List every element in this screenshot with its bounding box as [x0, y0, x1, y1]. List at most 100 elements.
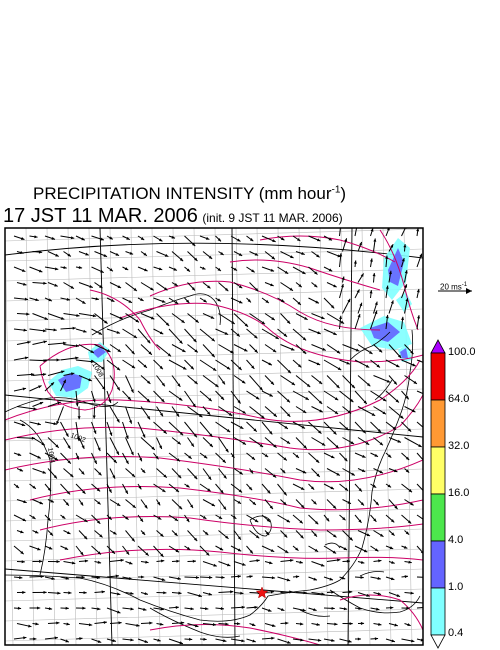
wind-arrow: [29, 297, 39, 302]
wind-arrow: [199, 545, 210, 556]
wind-arrow: [292, 328, 307, 341]
wind-arrow: [370, 310, 378, 330]
wind-arrow: [137, 359, 148, 369]
wind-arrow: [47, 251, 59, 257]
wind-arrow: [47, 370, 65, 376]
wind-arrow: [106, 390, 112, 404]
wind-arrow: [13, 297, 29, 301]
wind-arrow: [44, 514, 51, 522]
wind-arrow: [404, 406, 416, 413]
wind-arrow: [373, 437, 384, 446]
wind-arrow: [94, 560, 102, 564]
wind-arrow: [16, 372, 35, 377]
wind-arrow: [277, 266, 289, 275]
wind-arrow: [153, 545, 164, 558]
wind-arrow: [215, 390, 225, 401]
wind-arrow: [385, 514, 395, 523]
wind-arrow: [339, 253, 343, 268]
wind-arrow: [388, 375, 398, 385]
wind-arrow: [311, 592, 325, 596]
wind-arrow: [357, 344, 373, 355]
wind-arrow: [370, 452, 379, 458]
wind-arrow: [60, 326, 76, 330]
wind-arrow: [140, 437, 156, 451]
wind-arrow: [199, 483, 211, 492]
wind-arrow: [168, 576, 181, 581]
wind-arrow: [91, 328, 103, 335]
colorbar-segment: [430, 446, 446, 495]
wind-arrow: [32, 437, 46, 446]
wind-arrow: [168, 638, 184, 645]
wind-arrow: [78, 530, 88, 540]
wind-arrow: [60, 379, 67, 392]
wind-arrow: [13, 576, 23, 580]
wind-arrow: [122, 328, 138, 339]
wind-arrow: [233, 251, 243, 257]
wind-arrow: [199, 235, 210, 240]
wind-arrow: [63, 591, 72, 595]
wind-arrow: [342, 559, 351, 563]
wind-arrow: [171, 344, 186, 353]
wind-arrow: [401, 284, 408, 299]
wind-arrow: [78, 623, 93, 627]
wind-arrow: [153, 514, 162, 520]
wind-arrow: [323, 297, 335, 309]
wind-arrow: [323, 235, 333, 241]
wind-arrow: [171, 499, 183, 510]
colorbar-label-04: 0.4: [448, 627, 464, 639]
wind-arrow: [249, 559, 260, 563]
wind-arrow: [218, 282, 229, 292]
wind-arrow: [369, 258, 373, 268]
wind-arrow: [404, 591, 414, 595]
wind-arrow: [156, 251, 169, 257]
valid-time: 17 JST 11 MAR. 2006: [3, 205, 198, 227]
wind-arrow: [230, 545, 242, 552]
wind-arrow: [308, 452, 320, 464]
wind-arrow: [125, 623, 140, 627]
wind-arrow: [125, 591, 134, 595]
wind-arrow: [13, 514, 27, 522]
wind-arrow: [342, 437, 355, 445]
wind-arrow: [75, 452, 80, 460]
wind-arrow: [295, 499, 305, 509]
wind-arrow: [94, 530, 103, 538]
wind-arrow: [323, 359, 342, 371]
wind-arrow: [63, 530, 71, 535]
wind-arrow: [75, 637, 83, 641]
precipitation-areas: [48, 238, 412, 398]
wind-arrow: [264, 561, 273, 565]
wind-arrow: [106, 483, 112, 493]
wind-arrow: [47, 621, 60, 625]
wind-arrow: [308, 390, 323, 405]
wind-arrow: [109, 406, 120, 423]
wind-arrow: [233, 468, 244, 475]
wind-arrow: [184, 421, 198, 438]
wind-arrow: [404, 623, 411, 627]
wind-arrow: [32, 313, 49, 320]
wind-arrow: [311, 530, 318, 537]
wind-arrow: [91, 638, 102, 643]
wind-arrow: [354, 637, 362, 641]
wind-arrow: [215, 607, 225, 611]
wind-arrow: [78, 437, 85, 450]
wind-arrow: [357, 375, 371, 387]
wind-arrow: [125, 468, 136, 478]
wind-arrow: [308, 359, 321, 366]
wind-arrow: [416, 253, 423, 268]
wind-arrow: [261, 266, 275, 272]
wind-arrow: [60, 356, 79, 361]
wind-arrow: [44, 328, 57, 332]
wind-arrow: [401, 514, 412, 524]
wind-arrow: [233, 561, 246, 566]
wind-arrow: [187, 282, 196, 291]
wind-arrow: [94, 620, 107, 624]
wind-arrow: [122, 421, 129, 440]
wind-arrow: [184, 235, 196, 247]
wind-arrow: [202, 468, 212, 481]
wind-arrow: [277, 514, 291, 523]
wind-arrow: [153, 266, 163, 271]
wind-arrow: [295, 251, 305, 255]
wind-arrow: [280, 499, 287, 506]
wind-arrow: [168, 359, 187, 370]
wind-arrow: [122, 390, 132, 401]
